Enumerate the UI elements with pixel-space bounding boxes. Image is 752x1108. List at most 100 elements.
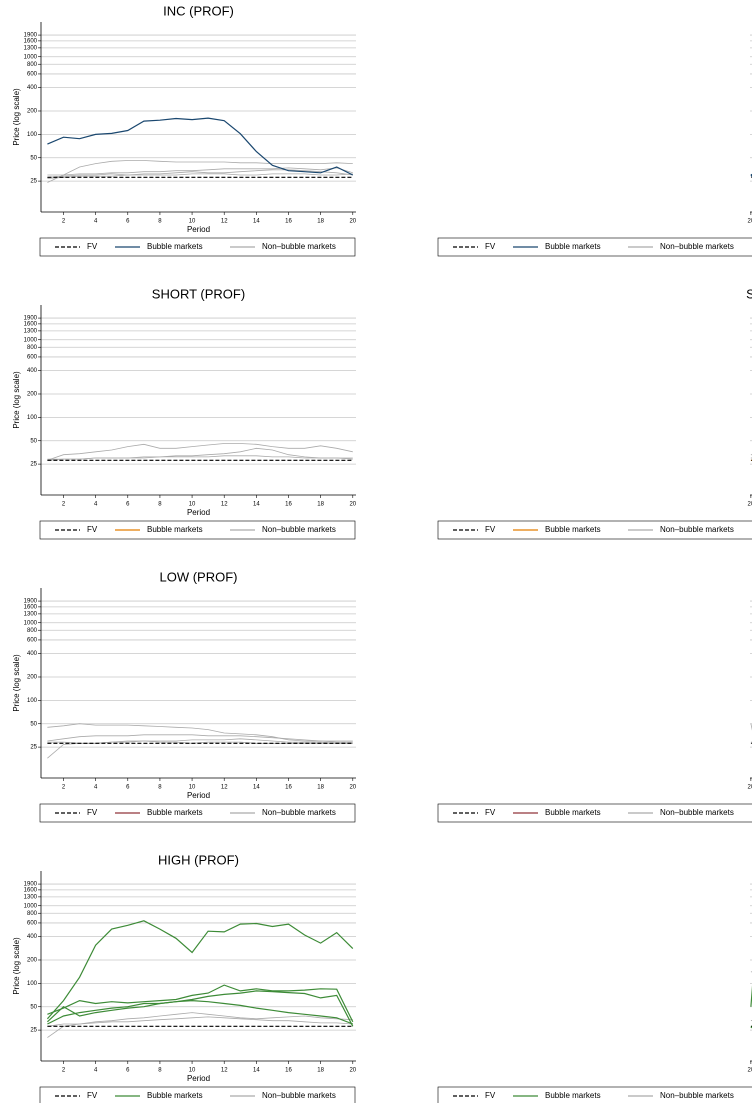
- legend-label: Bubble markets: [147, 808, 203, 817]
- y-tick-label: 1300: [24, 611, 38, 617]
- x-tick-label: 18: [317, 785, 324, 791]
- series-line: [47, 738, 353, 759]
- panel: INC (PROF) 25 50 100 200 400 600 800 1000 1300160…: [12, 3, 357, 257]
- y-tick-label: 1300: [24, 45, 38, 51]
- legend-label: Bubble markets: [147, 1091, 203, 1100]
- x-tick-label: 8: [158, 1068, 162, 1074]
- panel: LOW (PROF) 25 50 100 200 400 600 800 1000 1300160…: [12, 569, 357, 823]
- x-tick-label: 20: [748, 785, 752, 791]
- panel: HIGH (STUD)25501002004006008001000130016…: [437, 883, 752, 1106]
- panel: HIGH (PROF)25501002004006008001000130016…: [12, 852, 357, 1106]
- panel: SHORT (PROF)2550100200400600800100013001…: [12, 286, 357, 540]
- series-line: [47, 173, 353, 179]
- y-tick-label: 100: [27, 981, 38, 987]
- legend-label: FV: [485, 808, 496, 817]
- y-axis-title: Price (log scale): [12, 937, 21, 995]
- legend-box: [39, 520, 356, 540]
- series-line: [47, 117, 354, 176]
- x-tick-label: 12: [221, 219, 228, 225]
- series-line: [47, 1012, 353, 1038]
- x-tick-label: 2: [62, 1068, 66, 1074]
- x-tick-label: 18: [317, 1068, 324, 1074]
- x-axis-title: Period: [187, 1074, 210, 1083]
- legend-label: Bubble markets: [545, 525, 601, 534]
- y-tick-label: 1600: [24, 604, 38, 610]
- y-tick-label: 400: [27, 651, 38, 657]
- y-tick-label: 1300: [24, 328, 38, 334]
- y-tick-label: 600: [27, 355, 38, 361]
- x-tick-label: 20: [349, 219, 356, 225]
- series-line: [47, 443, 353, 461]
- y-tick-label: 1900: [24, 599, 38, 605]
- y-tick-label: 1900: [24, 33, 38, 39]
- y-tick-label: 100: [27, 415, 38, 421]
- series-line: [47, 1016, 353, 1027]
- y-tick-label: 1900: [24, 882, 38, 888]
- x-tick-label: 12: [221, 1068, 228, 1074]
- x-tick-label: 12: [221, 502, 228, 508]
- x-tick-label: 20: [349, 1068, 356, 1074]
- series-line: [47, 999, 354, 1025]
- series-line: [47, 167, 353, 176]
- y-tick-label: 1600: [24, 38, 38, 44]
- legend-label: Bubble markets: [545, 808, 601, 817]
- y-tick-label: 400: [27, 934, 38, 940]
- panel: INC (STUD)255010020040060080010001300160…: [437, 34, 752, 257]
- y-axis-title: Price (log scale): [12, 371, 21, 429]
- x-tick-label: 14: [253, 1068, 260, 1074]
- panel: LOW (STUD)255010020040060080010001300160…: [437, 600, 752, 823]
- series-line: [47, 169, 353, 178]
- y-tick-label: 50: [30, 1004, 37, 1010]
- legend-label: Non–bubble markets: [660, 1091, 734, 1100]
- legend-label: Non–bubble markets: [660, 808, 734, 817]
- y-tick-label: 50: [30, 438, 37, 444]
- y-tick-label: 50: [30, 155, 37, 161]
- x-tick-label: 4: [94, 219, 98, 225]
- x-tick-label: 10: [189, 1068, 196, 1074]
- x-tick-label: 16: [285, 785, 292, 791]
- x-tick-label: 16: [285, 1068, 292, 1074]
- x-tick-label: 4: [94, 502, 98, 508]
- y-tick-label: 600: [27, 921, 38, 927]
- y-axis-title: Price (log scale): [12, 88, 21, 146]
- series-line: [47, 984, 354, 1023]
- series-line: [47, 455, 353, 460]
- series-line: [47, 723, 353, 743]
- y-tick-label: 600: [27, 638, 38, 644]
- legend-label: Non–bubble markets: [660, 242, 734, 251]
- y-tick-label: 600: [27, 72, 38, 78]
- legend-label: Non–bubble markets: [262, 1091, 336, 1100]
- x-tick-label: 10: [189, 785, 196, 791]
- y-tick-label: 1600: [24, 887, 38, 893]
- legend-box: [437, 520, 752, 540]
- legend-label: Bubble markets: [147, 242, 203, 251]
- panel-title: INC (PROF): [163, 3, 234, 18]
- x-tick-label: 14: [253, 502, 260, 508]
- x-tick-label: 6: [126, 502, 130, 508]
- y-tick-label: 1000: [24, 54, 38, 60]
- series-line: [47, 734, 353, 742]
- x-tick-label: 20: [748, 502, 752, 508]
- y-axis-title: Price (log scale): [12, 654, 21, 712]
- x-tick-label: 20: [748, 1068, 752, 1074]
- series-line: [47, 160, 353, 183]
- legend-label: FV: [87, 1091, 98, 1100]
- x-tick-label: 14: [253, 785, 260, 791]
- legend-label: Bubble markets: [545, 1091, 601, 1100]
- legend-label: Bubble markets: [545, 242, 601, 251]
- legend-box: [437, 237, 752, 257]
- legend-label: FV: [87, 808, 98, 817]
- x-axis-title: Period: [187, 508, 210, 517]
- x-tick-label: 8: [158, 785, 162, 791]
- y-tick-label: 1000: [24, 620, 38, 626]
- y-tick-label: 50: [30, 721, 37, 727]
- legend-box: [39, 237, 356, 257]
- series-line: [46, 920, 354, 1020]
- legend-label: Non–bubble markets: [262, 525, 336, 534]
- legend-label: Non–bubble markets: [660, 525, 734, 534]
- legend-label: FV: [485, 1091, 496, 1100]
- x-tick-label: 10: [189, 219, 196, 225]
- x-tick-label: 6: [126, 1068, 130, 1074]
- panel: SHORT (STUD)2550100200400600800100013001…: [437, 286, 752, 540]
